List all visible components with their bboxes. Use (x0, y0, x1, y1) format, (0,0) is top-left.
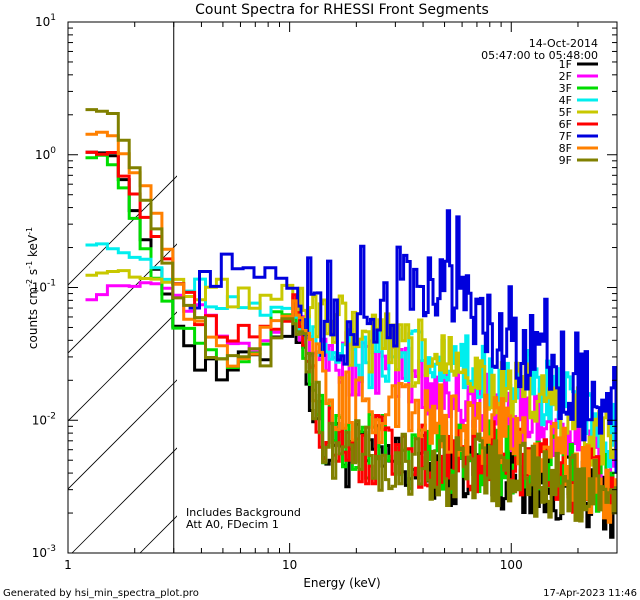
legend-label-8F: 8F (559, 142, 572, 155)
series-7F-line (188, 209, 617, 474)
attenuator-note: Att A0, FDecim 1 (186, 518, 279, 531)
hatch-line (68, 379, 177, 490)
hatch-line (68, 243, 177, 354)
legend-label-5F: 5F (559, 106, 572, 119)
legend-label-9F: 9F (559, 154, 572, 167)
timestamp-footer: 17-Apr-2023 11:46 (543, 588, 637, 599)
legend-label-7F: 7F (559, 130, 572, 143)
generated-by-footer: Generated by hsi_min_spectra_plot.pro (3, 588, 199, 599)
x-tick-label: 100 (500, 558, 523, 572)
legend-label-3F: 3F (559, 82, 572, 95)
x-axis-label: Energy (keV) (303, 576, 380, 590)
hatch-line (616, 0, 640, 553)
y-tick-label: 10-1 (32, 279, 56, 295)
time-range-annotation: 05:47:00 to 05:48:00 (481, 49, 598, 62)
y-tick-label: 10-2 (32, 411, 56, 427)
hatch-line (68, 175, 177, 286)
hatch-line (71, 447, 177, 553)
x-tick-label: 1 (64, 558, 72, 572)
plot-frame (67, 21, 618, 554)
date-annotation: 14-Oct-2014 (529, 37, 598, 50)
x-tick-label: 10 (282, 558, 297, 572)
legend-label-1F: 1F (559, 58, 572, 71)
y-tick-label: 100 (35, 146, 56, 162)
series-9F-line (85, 108, 617, 523)
y-axis-label: counts cm-2 s-1 keV-1 (25, 227, 40, 349)
legend-label-6F: 6F (559, 118, 572, 131)
hatched-region (68, 0, 640, 553)
spectra-series (85, 108, 617, 539)
y-tick-label: 101 (35, 13, 56, 29)
legend-label-4F: 4F (559, 94, 572, 107)
chart-title: Count Spectra for RHESSI Front Segments (195, 2, 489, 18)
legend-label-2F: 2F (559, 70, 572, 83)
y-tick-label: 10-3 (32, 544, 56, 560)
axis-ticks: 1 10 100 101 100 10-1 10-2 10-3 (32, 13, 618, 572)
series-8F-line (85, 130, 617, 524)
background-note: Includes Background (186, 506, 301, 519)
